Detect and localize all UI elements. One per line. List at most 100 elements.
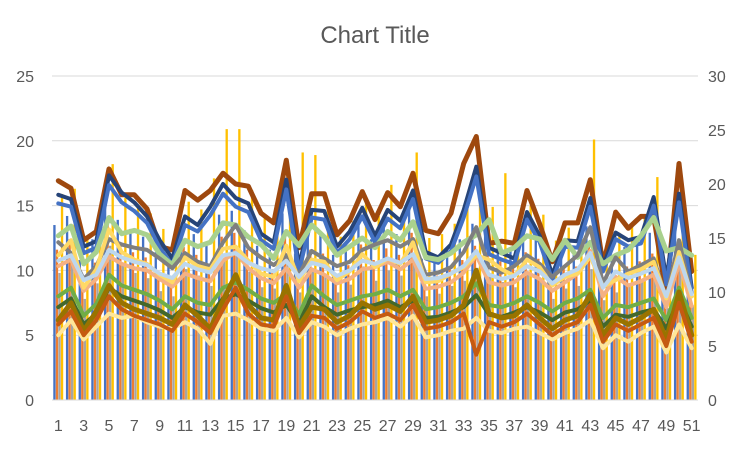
bar [53,225,56,400]
series-line [55,267,695,342]
bar [435,275,439,400]
bar [134,272,137,400]
series-line [56,285,694,357]
x-tick-label: 41 [556,418,574,435]
y-right-tick-label: 15 [708,231,726,248]
x-tick-label: 27 [379,418,397,435]
bar [369,239,373,400]
y-left-tick-label: 15 [16,199,34,216]
y-left-tick-label: 0 [25,393,34,410]
bar [463,280,466,400]
bar [230,210,233,400]
bar [565,288,568,400]
bar [245,249,249,400]
bar [233,232,236,400]
bar [539,279,542,400]
bar [694,254,697,400]
y-right-tick-label: 0 [708,393,717,410]
bar [212,178,216,400]
bar [679,265,682,400]
bar [326,210,330,400]
x-tick-label: 21 [303,418,321,435]
bar [385,248,388,400]
bar [250,190,254,400]
bar [643,217,646,400]
bar [575,266,578,400]
bar [185,269,188,400]
bar [324,274,327,400]
x-tick-label: 31 [429,418,447,435]
bar [483,230,487,400]
y-right-tick-label: 5 [708,339,717,356]
y-right-tick-label: 25 [708,123,726,140]
bar [529,205,532,400]
bar [314,155,317,400]
bar [473,245,477,400]
bar [691,305,694,400]
x-tick-label: 25 [353,418,371,435]
bar [496,241,499,400]
bar [458,239,461,400]
bar [223,260,226,400]
bar [116,219,119,400]
bar [425,296,428,400]
x-tick-label: 23 [328,418,346,435]
bar [638,261,641,400]
bar [577,285,580,400]
bar [590,269,593,400]
bar [192,234,195,400]
bar [337,292,340,400]
y-right-tick-label: 30 [708,69,726,86]
bar [511,267,515,400]
bar [96,283,99,400]
bar [615,292,618,400]
x-tick-label: 5 [105,418,114,435]
bar [372,260,375,400]
bar [334,274,337,400]
bar [60,193,64,400]
bar [415,152,418,400]
x-tick-label: 33 [455,418,473,435]
bar [225,129,228,401]
bar [625,266,629,400]
bar [144,257,147,400]
bar [423,278,426,400]
bar [238,129,241,401]
bar [362,266,365,400]
bar [641,282,644,400]
bar [119,243,122,400]
x-tick-label: 51 [683,418,701,435]
x-tick-label: 43 [581,418,599,435]
y-left-tick-label: 20 [16,134,34,151]
bar [93,262,97,400]
bar [653,275,656,400]
bar [552,298,555,400]
bar [248,271,251,400]
bar [476,267,479,400]
bar [243,230,246,400]
x-tick-label: 17 [252,418,270,435]
x-tick-label: 3 [79,418,88,435]
bar [167,262,170,400]
bar [527,272,530,400]
bar [106,221,109,400]
bar [471,223,474,400]
bar [261,287,264,400]
bar [537,258,540,400]
bar [111,164,114,400]
bar [587,247,591,400]
bar [554,240,558,400]
bar [131,252,135,400]
bar [364,200,368,400]
bar [299,292,302,400]
bar [157,272,160,400]
bar [375,280,378,400]
x-tick-label: 19 [277,418,295,435]
bar [258,267,261,400]
series-line [56,227,694,301]
bar [514,287,517,400]
x-tick-label: 45 [607,418,625,435]
bar [71,262,74,400]
